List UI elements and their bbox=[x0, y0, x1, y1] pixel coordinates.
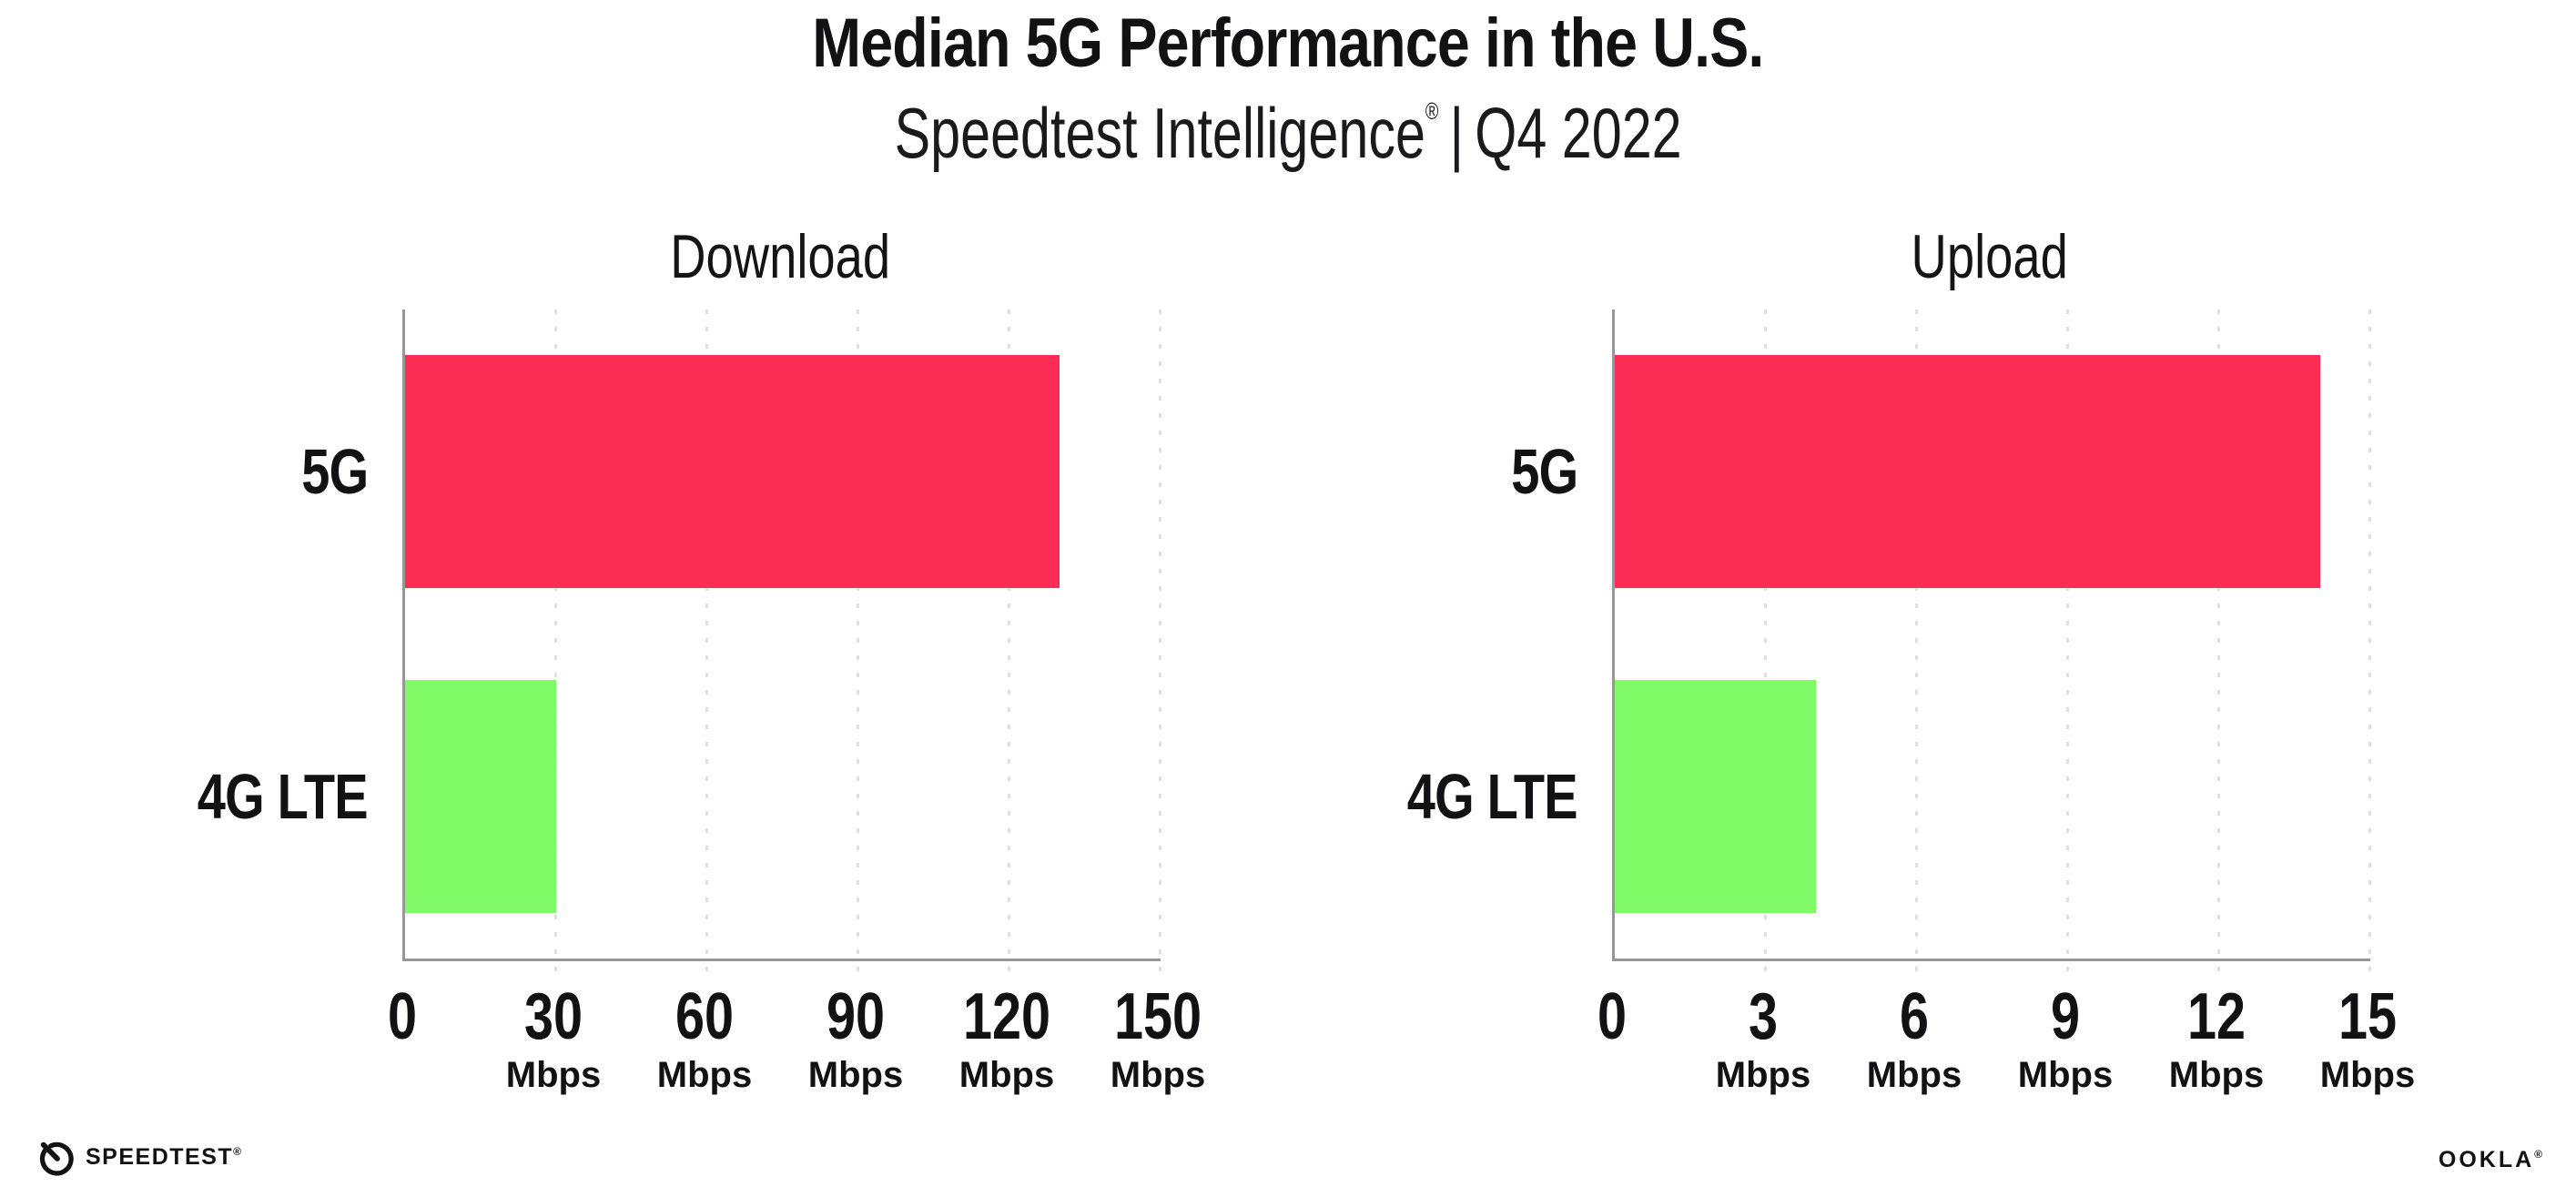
page-subtitle-text: Speedtest Intelligence® | Q4 2022 bbox=[894, 93, 1682, 173]
category-band-5g: 5G bbox=[166, 309, 402, 634]
upload-category-labels: 5G 4G LTE bbox=[1375, 309, 1612, 959]
upload-chart-body: 5G 4G LTE bbox=[1375, 309, 2371, 984]
bar-5g-download bbox=[405, 355, 1060, 589]
gridline-90-mbps bbox=[857, 309, 859, 984]
x-tick-150: 150 Mbps bbox=[1103, 984, 1212, 1093]
x-tick-value: 0 bbox=[1597, 980, 1628, 1053]
page-subtitle: Speedtest Intelligence® | Q4 2022 bbox=[0, 93, 2576, 173]
speedtest-wordmark: SPEEDTEST® bbox=[86, 1144, 243, 1171]
upload-chart: Upload 5G 4G LTE 0 3 Mbps 6 Mbps 9 Mbps 12 Mbps 15… bbox=[1375, 218, 2422, 1111]
gridline-150-mbps bbox=[1159, 309, 1161, 984]
x-tick-6: 6 Mbps bbox=[1867, 984, 1962, 1093]
x-tick-value: 0 bbox=[387, 980, 418, 1053]
x-tick-unit: Mbps bbox=[807, 1055, 904, 1095]
bar-band-4g-lte bbox=[1615, 634, 2370, 959]
speedtest-trademark: ® bbox=[233, 1144, 243, 1158]
download-chart-title: Download bbox=[402, 226, 1158, 288]
download-x-axis-ticks: 0 30 Mbps 60 Mbps 90 Mbps 120 Mbps 150 Mbps bbox=[388, 984, 1205, 1102]
upload-chart-title-text: Upload bbox=[1911, 222, 2069, 291]
x-tick-value: 150 bbox=[1113, 980, 1202, 1053]
category-label-4g-lte: 4G LTE bbox=[197, 760, 369, 832]
x-tick-unit: Mbps bbox=[656, 1055, 753, 1095]
x-tick-12: 12 Mbps bbox=[2169, 984, 2264, 1093]
x-tick-value: 6 bbox=[1899, 980, 1930, 1053]
x-tick-value: 120 bbox=[962, 980, 1051, 1053]
upload-x-axis-ticks: 0 3 Mbps 6 Mbps 9 Mbps 12 Mbps 15 Mbps bbox=[1597, 984, 2415, 1102]
x-tick-unit: Mbps bbox=[1715, 1055, 1811, 1095]
bar-band-5g bbox=[405, 309, 1161, 634]
gridline-30-mbps bbox=[554, 309, 557, 984]
gauge-icon bbox=[39, 1141, 74, 1176]
download-chart-title-text: Download bbox=[670, 222, 890, 291]
x-tick-value: 60 bbox=[674, 980, 735, 1053]
upload-chart-title: Upload bbox=[1612, 226, 2368, 288]
x-tick-90: 90 Mbps bbox=[808, 984, 903, 1093]
x-tick-30: 30 Mbps bbox=[506, 984, 601, 1093]
ookla-wordmark-text: OOKLA bbox=[2438, 1147, 2535, 1172]
gridline-9-mbps bbox=[2066, 309, 2069, 984]
upload-plot-area bbox=[1612, 309, 2371, 984]
subtitle-separator: | bbox=[1449, 93, 1464, 173]
registered-mark: ® bbox=[1425, 97, 1439, 125]
category-band-4g-lte: 4G LTE bbox=[1375, 634, 1612, 959]
ookla-trademark: ® bbox=[2534, 1148, 2545, 1161]
category-band-5g: 5G bbox=[1375, 309, 1612, 634]
ookla-logo: OOKLA® bbox=[2439, 1147, 2545, 1173]
x-tick-unit: Mbps bbox=[958, 1055, 1055, 1095]
x-tick-value: 12 bbox=[2186, 980, 2246, 1053]
speedtest-wordmark-text: SPEEDTEST bbox=[86, 1143, 234, 1170]
x-tick-60: 60 Mbps bbox=[657, 984, 752, 1093]
gridline-6-mbps bbox=[1915, 309, 1918, 984]
page-title-text: Median 5G Performance in the U.S. bbox=[812, 5, 1764, 82]
x-tick-value: 15 bbox=[2338, 980, 2398, 1053]
x-tick-unit: Mbps bbox=[1866, 1055, 1962, 1095]
x-tick-unit: Mbps bbox=[2017, 1055, 2114, 1095]
gridline-12-mbps bbox=[2217, 309, 2220, 984]
x-tick-value: 9 bbox=[2050, 980, 2081, 1053]
x-tick-unit: Mbps bbox=[1110, 1055, 1206, 1095]
x-tick-0: 0 bbox=[384, 984, 421, 1050]
category-band-4g-lte: 4G LTE bbox=[166, 634, 402, 959]
gridline-60-mbps bbox=[705, 309, 708, 984]
x-tick-value: 30 bbox=[523, 980, 583, 1053]
bar-5g-upload bbox=[1615, 355, 2320, 589]
bar-4g-lte-upload bbox=[1615, 679, 1817, 913]
page-title: Median 5G Performance in the U.S. bbox=[0, 9, 2576, 78]
x-tick-unit: Mbps bbox=[2319, 1055, 2416, 1095]
download-category-labels: 5G 4G LTE bbox=[166, 309, 402, 959]
x-tick-unit: Mbps bbox=[505, 1055, 602, 1095]
download-chart: Download 5G 4G LTE 0 30 Mbps 60 Mbps 90 Mbps 120… bbox=[166, 218, 1212, 1111]
category-label-5g: 5G bbox=[1510, 436, 1578, 508]
x-tick-3: 3 Mbps bbox=[1716, 984, 1810, 1093]
x-tick-9: 9 Mbps bbox=[2018, 984, 2113, 1093]
bar-band-4g-lte bbox=[405, 634, 1161, 959]
x-tick-value: 3 bbox=[1748, 980, 1779, 1053]
subtitle-brand: Speedtest Intelligence bbox=[894, 93, 1425, 173]
category-label-5g: 5G bbox=[300, 436, 369, 508]
download-chart-body: 5G 4G LTE bbox=[166, 309, 1161, 984]
gridline-15-mbps bbox=[2368, 309, 2371, 984]
download-plot-area bbox=[402, 309, 1161, 984]
gridline-3-mbps bbox=[1764, 309, 1767, 984]
upload-bars bbox=[1615, 309, 2370, 959]
download-bars bbox=[405, 309, 1161, 959]
x-tick-0: 0 bbox=[1594, 984, 1630, 1050]
speedtest-logo: SPEEDTEST® bbox=[36, 1136, 243, 1178]
bar-band-5g bbox=[1615, 309, 2370, 634]
subtitle-period: Q4 2022 bbox=[1475, 93, 1682, 173]
x-tick-15: 15 Mbps bbox=[2320, 984, 2415, 1093]
gridline-120-mbps bbox=[1008, 309, 1010, 984]
x-tick-120: 120 Mbps bbox=[952, 984, 1061, 1093]
x-tick-unit: Mbps bbox=[2168, 1055, 2265, 1095]
category-label-4g-lte: 4G LTE bbox=[1406, 760, 1578, 832]
x-tick-value: 90 bbox=[826, 980, 886, 1053]
bar-4g-lte-download bbox=[405, 679, 556, 913]
